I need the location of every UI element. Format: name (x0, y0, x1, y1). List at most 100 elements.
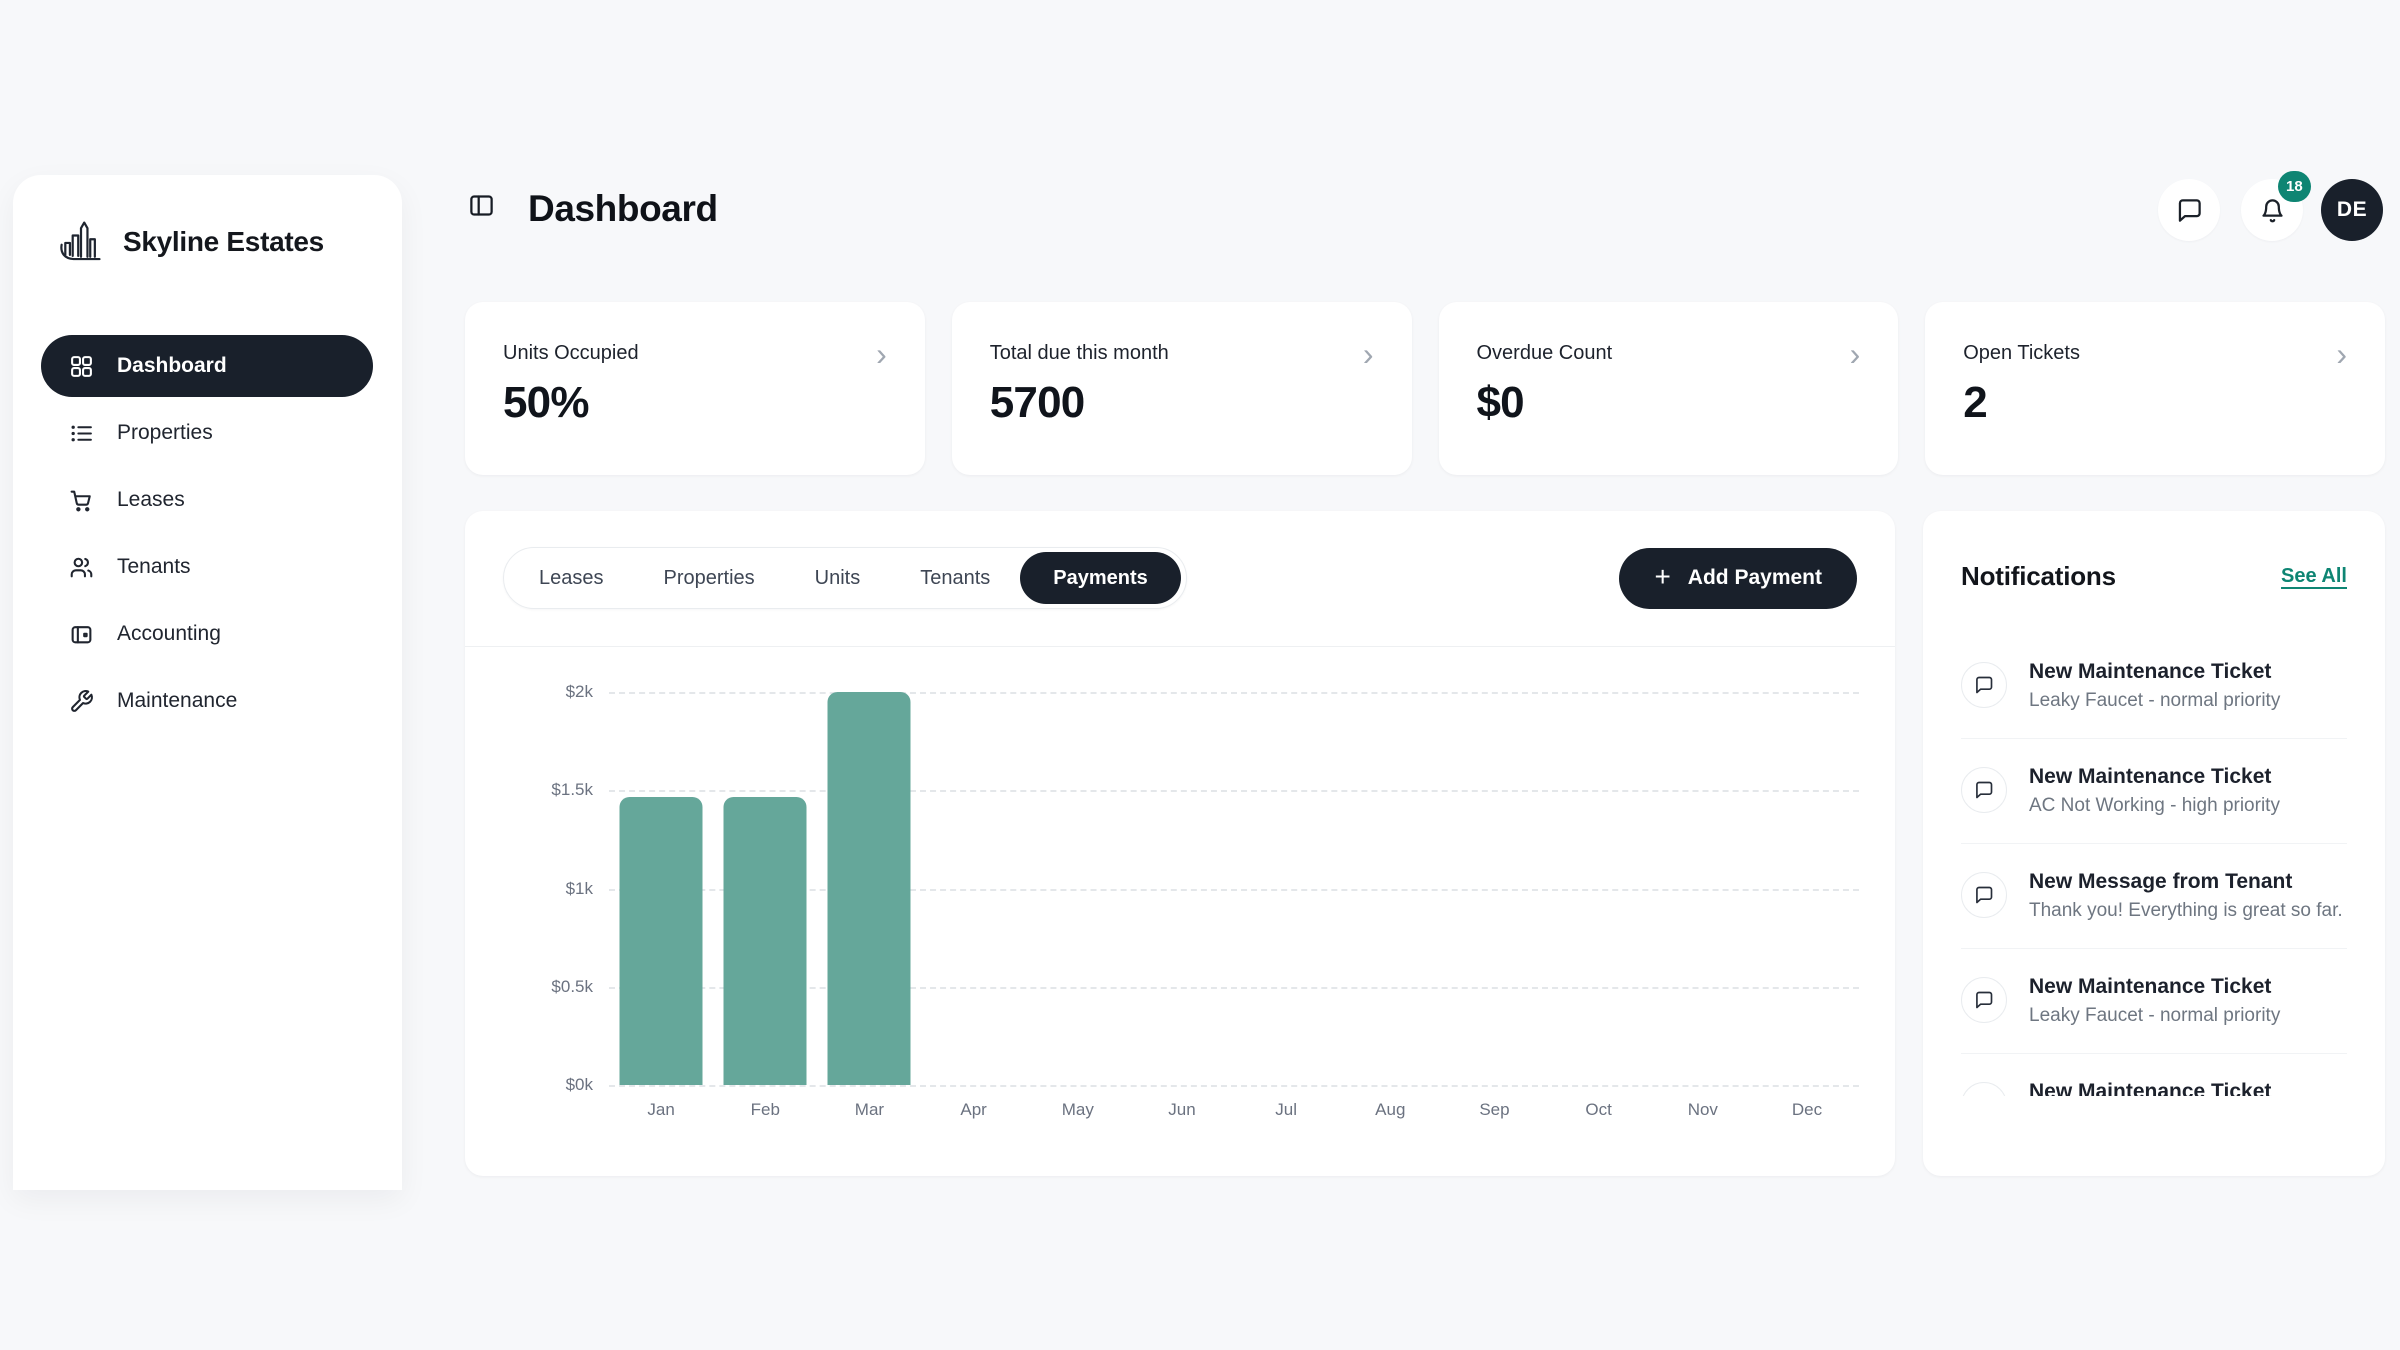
notification-count-badge: 18 (2278, 171, 2311, 202)
stat-label: Units Occupied (503, 342, 639, 364)
stat-cards-row: Units Occupied › 50% Total due this month › 5… (465, 302, 2385, 475)
stat-value: 5700 (989, 378, 1085, 427)
chat-bubble-icon (1961, 977, 2007, 1023)
notification-detail: Leaky Faucet - normal priority (2029, 1005, 2281, 1026)
add-payment-button[interactable]: + Add Payment (1619, 547, 1857, 609)
bar-slot-jan (609, 692, 713, 1085)
panel-divider (465, 646, 1895, 647)
stat-card-overdue-count[interactable]: Overdue Count › $0 (1438, 302, 1899, 475)
stat-value: 50% (503, 378, 589, 427)
x-axis-tick: May (1061, 1100, 1094, 1119)
notifications-panel: Notifications See All New Maintenance Ti… (1923, 511, 2385, 1176)
x-axis-tick: Oct (1585, 1100, 1612, 1119)
x-axis-tick: Dec (1791, 1100, 1823, 1119)
x-axis-tick: Jan (647, 1100, 675, 1119)
sidebar-item-label: Tenants (117, 555, 191, 578)
sidebar-item-leases[interactable]: Leases (41, 469, 373, 531)
brand: Skyline Estates (13, 175, 402, 269)
user-avatar[interactable]: DE (2321, 179, 2383, 241)
sidebar-item-dashboard[interactable]: Dashboard (41, 335, 373, 397)
gridline (609, 986, 1859, 989)
bar-slot-aug (1338, 692, 1442, 1085)
tab-tenants[interactable]: Tenants (920, 566, 991, 589)
chat-bubble-icon (1961, 872, 2007, 918)
tab-properties[interactable]: Properties (663, 566, 755, 589)
bar-slot-sep (1442, 692, 1546, 1085)
chevron-right-icon: › (1362, 335, 1374, 372)
notification-title: New Message from Tenant (2029, 870, 2293, 893)
notification-title: New Maintenance Ticket (2029, 1080, 2272, 1096)
chat-bubble-icon (1961, 767, 2007, 813)
notification-item[interactable]: New Maintenance Ticket AC Not Working - h… (1961, 739, 2347, 844)
bars-layer (609, 692, 1859, 1085)
notifications-title: Notifications (1961, 561, 2116, 591)
x-axis-tick: Apr (960, 1100, 987, 1119)
bar-slot-nov (1651, 692, 1755, 1085)
notification-item[interactable]: New Message from Tenant Thank you! Everyt… (1961, 844, 2347, 949)
messages-button[interactable] (2158, 179, 2220, 241)
stat-label: Overdue Count (1476, 342, 1613, 364)
sidebar-item-label: Accounting (117, 622, 221, 645)
stat-card-total-due-this-month[interactable]: Total due this month › 5700 (951, 302, 1412, 475)
skyline-buildings-logo-icon (57, 215, 105, 269)
cart-icon (69, 488, 94, 513)
bar-slot-oct (1547, 692, 1651, 1085)
gridline (609, 1085, 1859, 1087)
notification-title: New Maintenance Ticket (2029, 660, 2272, 683)
brand-name: Skyline Estates (123, 226, 324, 257)
bar-jan (619, 797, 703, 1085)
x-axis-tick: Jun (1168, 1100, 1196, 1119)
chevron-right-icon: › (2336, 335, 2347, 372)
tab-payments[interactable]: Payments (1020, 552, 1181, 604)
x-axis-tick: Jul (1275, 1100, 1297, 1119)
notification-detail: Leaky Faucet - normal priority (2029, 690, 2281, 711)
bell-icon (2259, 197, 2286, 224)
stat-value: $0 (1476, 378, 1525, 427)
wallet-icon (69, 622, 94, 647)
add-payment-label: Add Payment (1687, 566, 1822, 589)
page-title: Dashboard (528, 188, 718, 229)
panel-header: Leases Properties Units Tenants Payments + A… (465, 511, 1895, 609)
bar-slot-may (1026, 692, 1130, 1085)
wrench-icon (69, 689, 94, 714)
x-axis-tick: Mar (854, 1100, 885, 1119)
bar-slot-jul (1234, 692, 1338, 1085)
chevron-right-icon: › (876, 335, 887, 372)
tab-leases[interactable]: Leases (539, 566, 604, 589)
sidebar: Skyline Estates Dashboard Properties Lease… (13, 175, 402, 1190)
sidebar-item-label: Dashboard (117, 354, 227, 377)
sidebar-item-label: Maintenance (117, 689, 238, 712)
sidebar-item-accounting[interactable]: Accounting (41, 603, 373, 665)
stat-label: Open Tickets (1963, 342, 2080, 364)
gridline (609, 790, 1859, 793)
bar-feb (723, 797, 807, 1085)
users-icon (69, 555, 94, 580)
bar-slot-feb (713, 692, 817, 1085)
see-all-link[interactable]: See All (2281, 565, 2347, 587)
sidebar-item-properties[interactable]: Properties (41, 402, 373, 464)
notification-title: New Maintenance Ticket (2029, 975, 2272, 998)
tab-units[interactable]: Units (814, 566, 861, 589)
x-axis-tick: Aug (1375, 1100, 1406, 1119)
notification-title: New Maintenance Ticket (2029, 765, 2272, 788)
sidebar-item-tenants[interactable]: Tenants (41, 536, 373, 598)
stat-label: Total due this month (989, 342, 1169, 364)
entity-tabs: Leases Properties Units Tenants Payments (503, 547, 1187, 609)
bar-slot-mar (817, 692, 921, 1085)
chart-x-axis: Jan Feb Mar Apr May Jun Jul Aug Sep Oct Nov Dec (609, 1100, 1859, 1120)
payments-panel: Leases Properties Units Tenants Payments + A… (465, 511, 1895, 1176)
notification-item[interactable]: New Maintenance Ticket Leaky Faucet - nor… (1961, 949, 2347, 1054)
sidebar-item-maintenance[interactable]: Maintenance (41, 670, 373, 732)
stat-card-open-tickets[interactable]: Open Tickets › 2 (1925, 302, 2385, 475)
x-axis-tick: Sep (1479, 1100, 1510, 1119)
notification-item[interactable]: New Maintenance Ticket Leaky Faucet - nor… (1961, 634, 2347, 739)
y-axis-tick: $1k (565, 878, 593, 898)
x-axis-tick: Nov (1687, 1100, 1718, 1119)
list-icon (69, 421, 94, 446)
sidebar-item-label: Properties (117, 421, 213, 444)
gridline (609, 888, 1859, 891)
stat-card-units-occupied[interactable]: Units Occupied › 50% (465, 302, 925, 475)
sidebar-toggle-button[interactable] (468, 192, 502, 226)
